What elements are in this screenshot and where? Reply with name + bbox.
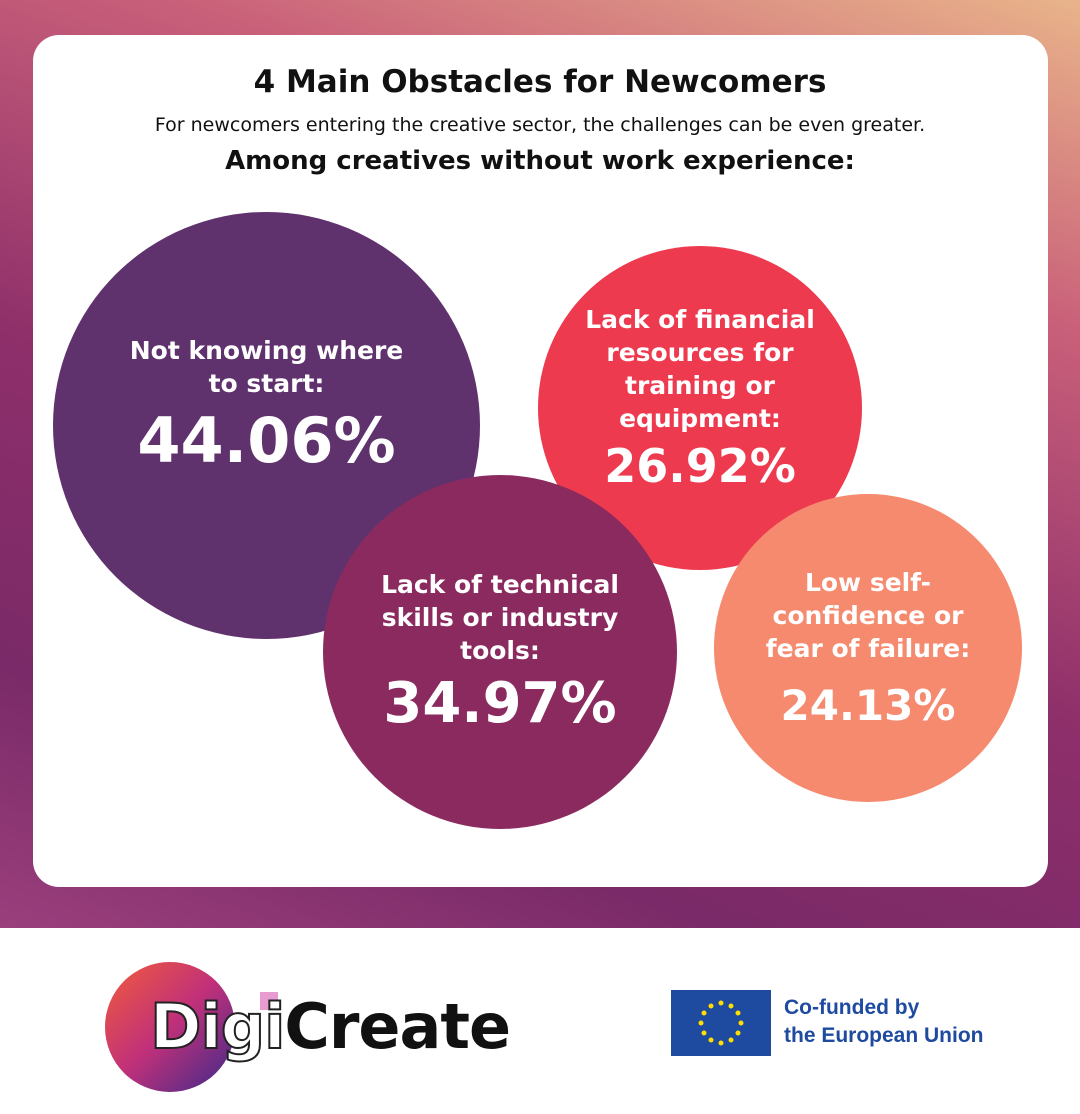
bubble-label: Low self-confidence or fear of failure:: [765, 568, 971, 663]
page-title: 4 Main Obstacles for Newcomers: [253, 64, 827, 100]
eu-flag-icon: [671, 990, 771, 1056]
eu-cofunded-text: Co-funded by the European Union: [784, 994, 984, 1050]
digicreate-globe-logo: [105, 962, 278, 1092]
bubble-value: 44.06%: [137, 404, 396, 477]
eu-line-1: Co-funded by: [784, 996, 920, 1019]
bubble-value: 26.92%: [604, 439, 796, 493]
bubble-value: 34.97%: [383, 671, 617, 736]
digicreate-logo-text: DigiCreate: [149, 989, 511, 1064]
subtitle: For newcomers entering the creative sect…: [154, 114, 926, 136]
bubble-value: 24.13%: [780, 681, 956, 730]
bubble-technical: Lack of technical skills or industry too…: [323, 475, 677, 829]
bubble-label: Lack of financial resources for training…: [585, 305, 815, 433]
group-heading: Among creatives without work experience:: [225, 146, 855, 176]
bubble-label: Not knowing where to start:: [129, 336, 404, 398]
logo-create: Create: [284, 990, 511, 1063]
bubble-confidence: Low self-confidence or fear of failure: …: [714, 494, 1022, 802]
eu-line-2: the European Union: [784, 1024, 984, 1047]
logo-digi: Digi: [149, 989, 286, 1064]
bubble-label: Lack of technical skills or industry too…: [381, 570, 619, 665]
